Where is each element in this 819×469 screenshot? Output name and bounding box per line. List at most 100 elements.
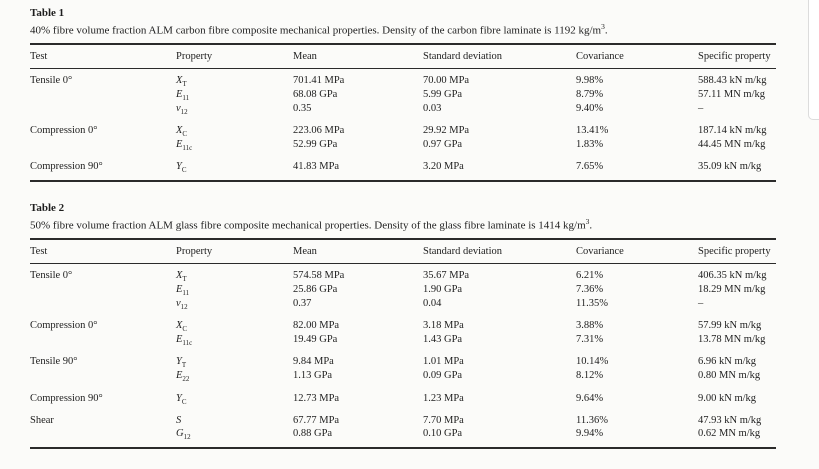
specific-value: 6.96 kN m/kg bbox=[698, 356, 757, 368]
mean-value: 68.08 GPa bbox=[293, 88, 338, 100]
caption-text: 50% fibre volume fraction ALM glass fibr… bbox=[30, 219, 586, 232]
mean-value: 0.88 GPa bbox=[293, 427, 333, 439]
mean-value: 1.13 GPa bbox=[293, 370, 333, 382]
table-row: E22 1.13 GPa 0.09 GPa 8.12% 0.80 MN m/kg bbox=[30, 369, 776, 383]
covariance-value: 7.36% bbox=[576, 283, 604, 295]
column-header: Property bbox=[176, 42, 293, 69]
properties-table: Test Property Mean Standard deviation Covari… bbox=[30, 42, 776, 183]
table-2-caption: 50% fibre volume fraction ALM glass fibr… bbox=[30, 215, 776, 233]
property-symbol: XC bbox=[176, 124, 188, 139]
table-row: Compression 90° YC 41.83 MPa 3.20 MPa 7.65% 3… bbox=[30, 152, 776, 181]
test-label bbox=[30, 369, 176, 383]
table-row: Tensile 90° YT 9.84 MPa 1.01 MPa 10.14% 6.96 … bbox=[30, 347, 776, 369]
sd-value: 1.43 GPa bbox=[423, 334, 463, 346]
covariance-value: 7.31% bbox=[576, 334, 604, 346]
column-header: Mean bbox=[293, 237, 423, 264]
table-row: E11c 52.99 GPa 0.97 GPa 1.83% 44.45 MN m/kg bbox=[30, 138, 776, 152]
test-label: Shear bbox=[30, 414, 54, 426]
property-symbol: XC bbox=[176, 320, 188, 334]
covariance-value: 9.94% bbox=[576, 427, 604, 439]
specific-value: 588.43 kN m/kg bbox=[698, 74, 767, 86]
sd-value: 3.18 MPa bbox=[423, 320, 464, 332]
mean-value: 19.49 GPa bbox=[293, 334, 338, 346]
table-row: ν12 0.35 0.03 9.40% – bbox=[30, 102, 776, 116]
specific-value: – bbox=[698, 102, 704, 114]
mean-value: 574.58 MPa bbox=[293, 269, 345, 281]
specific-value: 187.14 kN m/kg bbox=[698, 124, 767, 136]
covariance-value: 11.36% bbox=[576, 414, 608, 426]
test-label bbox=[30, 297, 176, 311]
sd-value: 29.92 MPa bbox=[423, 124, 470, 136]
property-symbol: ν12 bbox=[176, 102, 188, 116]
covariance-value: 6.21% bbox=[576, 269, 604, 281]
mean-value: 701.41 MPa bbox=[293, 74, 345, 86]
mean-value: 0.35 bbox=[293, 102, 312, 114]
test-label: Tensile 0° bbox=[30, 269, 73, 281]
test-label bbox=[30, 283, 176, 297]
caption-end: . bbox=[589, 219, 593, 232]
column-header: Mean bbox=[293, 42, 423, 69]
properties-table: Test Property Mean Standard deviation Covari… bbox=[30, 237, 776, 449]
test-label: Tensile 90° bbox=[30, 356, 78, 368]
test-label: Compression 0° bbox=[30, 124, 98, 136]
covariance-value: 7.65% bbox=[576, 161, 604, 173]
header-row: Test Property Mean Standard deviation Covari… bbox=[30, 237, 776, 264]
caption-end: . bbox=[604, 24, 608, 37]
test-label bbox=[30, 333, 176, 347]
column-header: Property bbox=[176, 237, 293, 264]
covariance-value: 8.12% bbox=[576, 370, 604, 382]
sd-value: 3.20 MPa bbox=[423, 161, 464, 173]
sd-value: 0.04 bbox=[423, 298, 442, 310]
caption-superscript: 3 bbox=[585, 217, 590, 227]
sd-value: 1.23 MPa bbox=[423, 392, 464, 404]
property-symbol: ν12 bbox=[176, 298, 188, 312]
sd-value: 1.01 MPa bbox=[423, 356, 464, 368]
specific-value: 57.11 MN m/kg bbox=[698, 88, 765, 100]
covariance-value: 9.64% bbox=[576, 392, 604, 404]
property-symbol: YC bbox=[176, 161, 187, 175]
column-header: Standard deviation bbox=[423, 237, 576, 264]
column-header: Test bbox=[30, 42, 176, 69]
table-row: G12 0.88 GPa 0.10 GPa 9.94% 0.62 MN m/kg bbox=[30, 427, 776, 448]
specific-value: 9.00 kN m/kg bbox=[698, 392, 757, 404]
property-symbol: E11 bbox=[176, 88, 190, 102]
specific-value: 406.35 kN m/kg bbox=[698, 269, 767, 281]
property-symbol: XT bbox=[176, 74, 187, 88]
property-symbol: S bbox=[176, 414, 182, 426]
mean-value: 82.00 MPa bbox=[293, 320, 340, 332]
test-label bbox=[30, 88, 176, 102]
caption-superscript: 3 bbox=[601, 22, 605, 31]
mean-value: 52.99 GPa bbox=[293, 139, 338, 151]
mean-value: 67.77 MPa bbox=[293, 414, 340, 426]
table-row: Compression 90° YC 12.73 MPa 1.23 MPa 9.64% 9… bbox=[30, 384, 776, 406]
covariance-value: 1.83% bbox=[576, 139, 604, 151]
mean-value: 41.83 MPa bbox=[293, 161, 340, 173]
specific-value: 44.45 MN m/kg bbox=[698, 139, 766, 151]
column-header: Test bbox=[30, 237, 176, 264]
covariance-value: 13.41% bbox=[576, 124, 609, 136]
table-2-block: Table 2 50% fibre volume fraction ALM gl… bbox=[30, 202, 776, 449]
mean-value: 0.37 bbox=[293, 298, 312, 310]
test-label: Compression 0° bbox=[30, 320, 98, 332]
table-row: E11 68.08 GPa 5.99 GPa 8.79% 57.11 MN m/kg bbox=[30, 88, 776, 102]
sd-value: 7.70 MPa bbox=[423, 414, 464, 426]
sd-value: 5.99 GPa bbox=[423, 88, 463, 100]
column-header: Standard deviation bbox=[423, 42, 576, 69]
sd-value: 0.03 bbox=[423, 102, 442, 114]
table-1-block: Table 1 40% fibre volume fraction ALM ca… bbox=[30, 7, 776, 183]
specific-value: 35.09 kN m/kg bbox=[698, 161, 762, 173]
covariance-value: 9.40% bbox=[576, 102, 604, 114]
property-symbol: E11 bbox=[176, 283, 190, 298]
table-row: E11 25.86 GPa 1.90 GPa 7.36% 18.29 MN m/kg bbox=[30, 283, 776, 297]
caption-text: 40% fibre volume fraction ALM carbon fib… bbox=[30, 24, 602, 37]
sd-value: 1.90 GPa bbox=[423, 283, 463, 295]
column-header: Specific property bbox=[698, 237, 776, 264]
column-header: Specific property bbox=[698, 42, 776, 69]
sd-value: 0.09 GPa bbox=[423, 370, 463, 382]
covariance-value: 3.88% bbox=[576, 320, 604, 332]
property-symbol: E22 bbox=[176, 370, 190, 384]
sd-value: 0.10 GPa bbox=[423, 427, 463, 439]
table-row: Compression 0° XC 223.06 MPa 29.92 MPa 13.41… bbox=[30, 116, 776, 138]
sd-value: 35.67 MPa bbox=[423, 269, 470, 281]
header-row: Test Property Mean Standard deviation Covari… bbox=[30, 42, 776, 69]
